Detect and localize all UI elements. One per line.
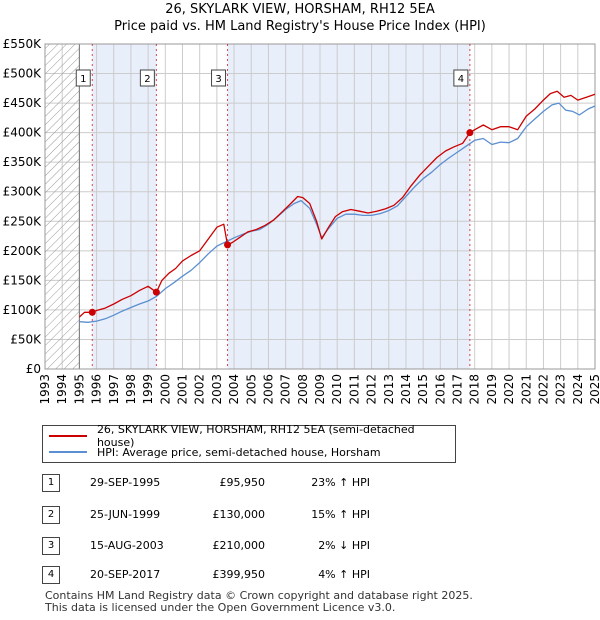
y-tick-label: £200K [3, 244, 43, 258]
x-tick-label: 2013 [382, 374, 396, 405]
x-tick-label: 2019 [485, 374, 499, 405]
transaction-date: 25-JUN-1999 [90, 508, 161, 521]
x-tick-label: 2023 [554, 374, 568, 405]
x-tick-label: 1995 [72, 374, 86, 405]
x-tick-label: 1998 [124, 374, 138, 405]
transaction-number: 3 [42, 537, 60, 555]
x-tick-label: 2014 [399, 374, 413, 405]
x-tick-label: 2022 [536, 374, 550, 405]
y-tick-label: £500K [3, 67, 43, 81]
legend-label-property: 26, SKYLARK VIEW, HORSHAM, RH12 5EA (sem… [96, 423, 415, 449]
legend-item-hpi: HPI: Average price, semi-detached house,… [49, 444, 381, 460]
x-tick-label: 2010 [330, 374, 344, 405]
highlight-band [92, 44, 157, 369]
transaction-price: £95,950 [219, 476, 266, 489]
transaction-number: 4 [42, 566, 60, 584]
footer: Contains HM Land Registry data © Crown c… [45, 590, 473, 614]
transaction-hpi: 2% ↓ HPI [318, 539, 370, 552]
x-tick-label: 1994 [55, 374, 69, 405]
transaction-number: 2 [42, 506, 60, 524]
x-tick-label: 2003 [210, 374, 224, 405]
marker-label: 4 [458, 74, 464, 85]
x-tick-label: 2005 [244, 374, 258, 405]
marker-box [75, 69, 91, 87]
x-tick-label: 2011 [347, 374, 361, 405]
x-tick-label: 2009 [313, 374, 327, 405]
y-tick-label: £400K [3, 126, 43, 140]
transaction-hpi: 23% ↑ HPI [311, 476, 370, 489]
transaction-price: £399,950 [212, 568, 266, 581]
transaction-date: 20-SEP-2017 [90, 568, 161, 581]
plot-frame [44, 43, 596, 370]
transaction-row: 1 29-SEP-1995 £95,950 23% ↑ HPI [40, 474, 460, 494]
x-tick-label: 2025 [588, 374, 600, 405]
y-tick-label: £550K [3, 37, 43, 51]
x-tick-label: 1997 [107, 374, 121, 405]
y-tick-label: £350K [3, 155, 43, 169]
legend-label-hpi: HPI: Average price, semi-detached house,… [97, 445, 381, 459]
hpi-line [79, 102, 596, 323]
hatched-region [44, 43, 80, 370]
transaction-hpi: 4% ↑ HPI [318, 568, 370, 581]
x-tick-label: 1999 [141, 374, 155, 405]
x-tick-label: 2002 [193, 374, 207, 405]
price-chart: £0 £50K £100K £150K £200K £250K £300K £350K £400… [3, 37, 600, 405]
sale-point [466, 129, 474, 137]
marker-box [211, 69, 227, 87]
highlight-band [227, 44, 470, 369]
y-tick-label: £300K [3, 185, 43, 199]
legend-item-property: 26, SKYLARK VIEW, HORSHAM, RH12 5EA (sem… [49, 423, 455, 449]
x-tick-label: 2000 [158, 374, 172, 405]
x-tick-label: 2015 [416, 374, 430, 405]
x-tick-label: 2024 [571, 374, 585, 405]
y-tick-label: £250K [3, 214, 43, 228]
x-tick-label: 2004 [227, 374, 241, 405]
x-tick-label: 1993 [38, 374, 52, 405]
x-tick-label: 2021 [519, 374, 533, 405]
marker-box [139, 69, 155, 87]
legend-swatch-property [49, 435, 87, 437]
marker-label: 1 [80, 74, 86, 85]
x-tick-label: 2008 [296, 374, 310, 405]
x-tick-label: 2001 [176, 374, 190, 405]
y-tick-label: £450K [3, 96, 43, 110]
x-tick-label: 2006 [261, 374, 275, 405]
y-tick-label: £100K [3, 303, 43, 317]
transaction-price: £210,000 [212, 539, 266, 552]
transaction-row: 2 25-JUN-1999 £130,000 15% ↑ HPI [40, 506, 460, 526]
x-tick-label: 2020 [502, 374, 516, 405]
legend-swatch-hpi [49, 451, 87, 453]
y-tick-label: £0 [26, 362, 41, 376]
transaction-row: 3 15-AUG-2003 £210,000 2% ↓ HPI [40, 537, 460, 557]
x-tick-label: 2012 [365, 374, 379, 405]
footer-licence: This data is licensed under the Open Gov… [45, 601, 396, 614]
sale-point [224, 241, 232, 249]
legend: 26, SKYLARK VIEW, HORSHAM, RH12 5EA (sem… [42, 423, 456, 463]
transaction-date: 29-SEP-1995 [90, 476, 161, 489]
sale-point [152, 288, 160, 296]
marker-box [453, 69, 469, 87]
x-tick-label: 2016 [433, 374, 447, 405]
property-price-line [78, 90, 596, 318]
transaction-date: 15-AUG-2003 [90, 539, 164, 552]
transaction-price: £130,000 [212, 508, 266, 521]
marker-label: 2 [144, 74, 150, 85]
y-tick-label: £50K [10, 332, 42, 346]
marker-label: 3 [215, 74, 221, 85]
transaction-hpi: 15% ↑ HPI [311, 508, 370, 521]
transaction-row: 4 20-SEP-2017 £399,950 4% ↑ HPI [40, 566, 460, 586]
chart-title: 26, SKYLARK VIEW, HORSHAM, RH12 5EA [165, 2, 435, 17]
y-tick-label: £150K [3, 273, 43, 287]
transaction-number: 1 [42, 474, 60, 492]
x-tick-label: 1996 [90, 374, 104, 405]
x-tick-label: 2007 [279, 374, 293, 405]
footer-copyright: Contains HM Land Registry data © Crown c… [45, 589, 473, 602]
x-tick-label: 2017 [451, 374, 465, 405]
chart-subtitle: Price paid vs. HM Land Registry's House … [114, 19, 486, 34]
sale-point [88, 308, 96, 316]
x-tick-label: 2018 [468, 374, 482, 405]
